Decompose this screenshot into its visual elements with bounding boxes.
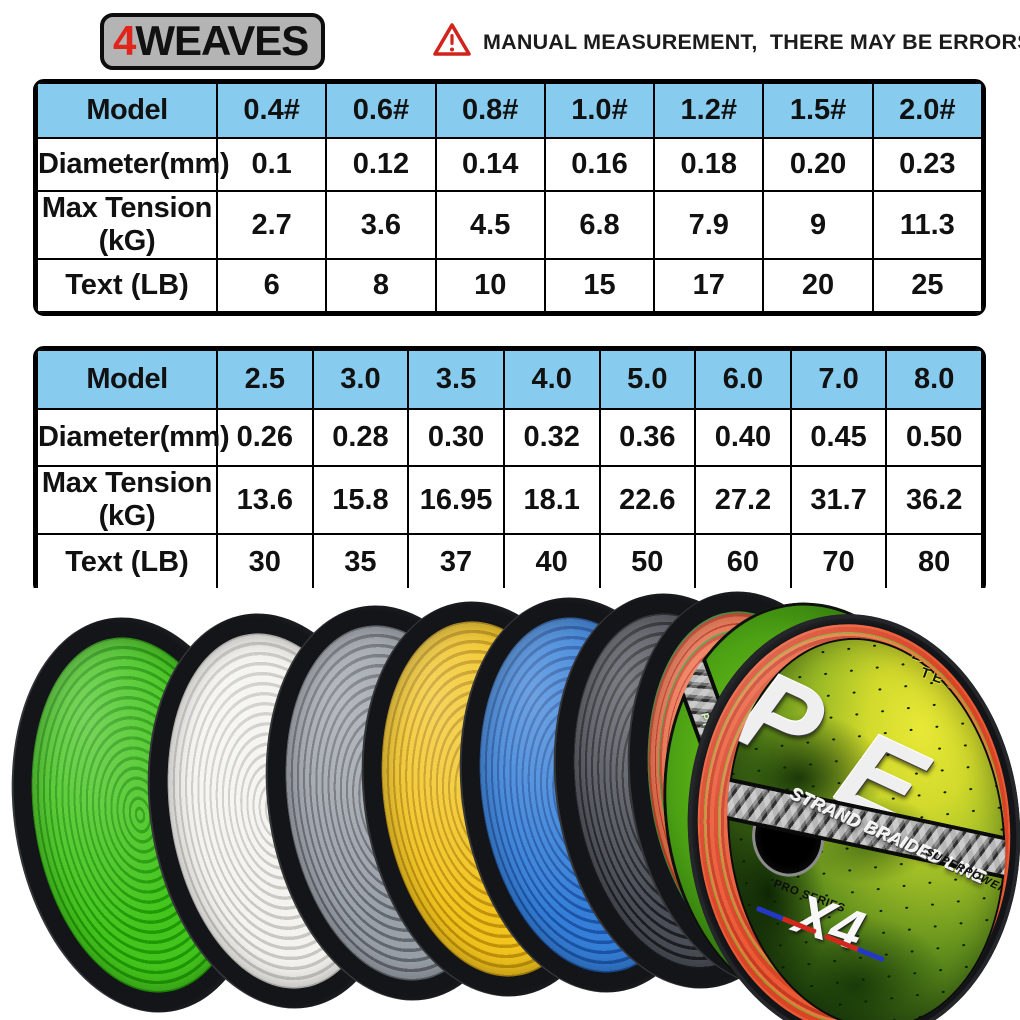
spec-value: 6.8 bbox=[543, 190, 656, 260]
spool-big: BAITER TEC P E STRAND BRAIDED LINE SUPER… bbox=[673, 602, 1020, 1020]
row-label: Text (LB) bbox=[36, 258, 218, 313]
spec-value: 4.5 bbox=[434, 190, 546, 260]
brand-name: WEAVES bbox=[135, 17, 309, 64]
spec-value: 60 bbox=[694, 533, 792, 592]
spec-value: 1.2# bbox=[653, 82, 765, 139]
table-row: Text (LB) 6 8 10 15 17 20 25 bbox=[36, 258, 983, 313]
spec-value: 17 bbox=[653, 258, 765, 313]
spec-value: 7.0 bbox=[789, 349, 888, 410]
spec-value: 0.32 bbox=[502, 408, 601, 467]
row-label: Diameter(mm) bbox=[36, 408, 230, 467]
spec-value: 0.6# bbox=[325, 82, 437, 139]
table-row: Max Tension (kG) 13.6 15.8 16.95 18.1 22… bbox=[36, 465, 983, 535]
spec-value: 1.5# bbox=[762, 82, 874, 139]
spec-value: 3.5 bbox=[407, 349, 505, 410]
product-photo: PRO SERIES BAITER TEC P E STRAND BRAI bbox=[0, 588, 1020, 1020]
row-label: Model bbox=[36, 349, 218, 410]
row-label: Max Tension (kG) bbox=[36, 465, 218, 535]
table-row: Model 2.5 3.0 3.5 4.0 5.0 6.0 7.0 8.0 bbox=[36, 349, 983, 410]
spec-value: 0.4# bbox=[215, 82, 328, 139]
spec-value: 40 bbox=[502, 533, 601, 592]
spec-value: 8.0 bbox=[885, 349, 983, 410]
spec-value: 5.0 bbox=[598, 349, 697, 410]
row-label: Text (LB) bbox=[36, 533, 218, 592]
spec-value: 0.45 bbox=[789, 408, 888, 467]
spec-value: 0.18 bbox=[653, 137, 765, 192]
spec-value: 6.0 bbox=[694, 349, 792, 410]
spec-value: 16.95 bbox=[407, 465, 505, 535]
spec-value: 0.12 bbox=[325, 137, 437, 192]
spec-value: 0.30 bbox=[407, 408, 505, 467]
spec-value: 22.6 bbox=[598, 465, 697, 535]
spec-value: 70 bbox=[789, 533, 888, 592]
row-label: Max Tension (kG) bbox=[36, 190, 218, 260]
warning-triangle-icon bbox=[432, 22, 472, 63]
table-row: Max Tension (kG) 2.7 3.6 4.5 6.8 7.9 9 1… bbox=[36, 190, 983, 260]
fish-icon bbox=[917, 644, 957, 677]
spec-value: 3.0 bbox=[311, 349, 410, 410]
table-row: Model 0.4# 0.6# 0.8# 1.0# 1.2# 1.5# 2.0# bbox=[36, 82, 983, 139]
brand-prefix: 4 bbox=[113, 17, 136, 64]
table-row: Diameter(mm) 0.26 0.28 0.30 0.32 0.36 0.… bbox=[36, 408, 983, 467]
warning-text: MANUAL MEASUREMENT, THERE MAY BE ERRORS bbox=[483, 30, 1020, 54]
spec-value: 6 bbox=[215, 258, 328, 313]
warning-note: MANUAL MEASUREMENT, THERE MAY BE ERRORS bbox=[432, 22, 1020, 63]
spec-value: 27.2 bbox=[694, 465, 792, 535]
spec-value: 36.2 bbox=[885, 465, 983, 535]
spool-face-label: BAITER TEC P E STRAND BRAIDED LINE SUPER… bbox=[705, 621, 1020, 1020]
spec-value: 18.1 bbox=[502, 465, 601, 535]
spec-value: 31.7 bbox=[789, 465, 888, 535]
spec-value: 0.26 bbox=[216, 408, 314, 467]
spec-value: 0.14 bbox=[434, 137, 546, 192]
spec-value: 0.1 bbox=[215, 137, 328, 192]
spec-value: 2.7 bbox=[215, 190, 328, 260]
spec-value: 0.16 bbox=[543, 137, 656, 192]
spec-value: 2.0# bbox=[871, 82, 983, 139]
spec-value: 9 bbox=[762, 190, 874, 260]
spec-value: 20 bbox=[762, 258, 874, 313]
spec-value: 0.50 bbox=[885, 408, 983, 467]
spec-value: 0.20 bbox=[762, 137, 874, 192]
row-label: Diameter(mm) bbox=[36, 137, 230, 192]
product-letter-p: P bbox=[721, 645, 842, 791]
spec-value: 13.6 bbox=[216, 465, 314, 535]
spec-value: 0.28 bbox=[311, 408, 410, 467]
spec-value: 4.0 bbox=[502, 349, 601, 410]
spec-value: 15.8 bbox=[311, 465, 410, 535]
spec-value: 15 bbox=[543, 258, 656, 313]
spec-value: 10 bbox=[434, 258, 546, 313]
spec-value: 37 bbox=[407, 533, 505, 592]
spec-value: 0.36 bbox=[598, 408, 697, 467]
spec-value: 25 bbox=[871, 258, 983, 313]
row-label: Model bbox=[36, 82, 218, 139]
spec-value: 0.40 bbox=[694, 408, 792, 467]
spec-table-large-sizes: Model 2.5 3.0 3.5 4.0 5.0 6.0 7.0 8.0 Di… bbox=[33, 346, 986, 595]
spec-value: 2.5 bbox=[216, 349, 314, 410]
spec-value: 0.8# bbox=[434, 82, 546, 139]
spec-value: 8 bbox=[325, 258, 437, 313]
spec-value: 11.3 bbox=[871, 190, 983, 260]
spec-value: 3.6 bbox=[325, 190, 437, 260]
spec-value: 1.0# bbox=[543, 82, 656, 139]
spec-table-small-sizes: Model 0.4# 0.6# 0.8# 1.0# 1.2# 1.5# 2.0#… bbox=[33, 79, 986, 316]
spec-value: 30 bbox=[216, 533, 314, 592]
brand-badge: 4WEAVES bbox=[100, 13, 326, 71]
spec-value: 7.9 bbox=[653, 190, 765, 260]
spec-value: 50 bbox=[598, 533, 697, 592]
spec-value: 80 bbox=[885, 533, 983, 592]
table-row: Diameter(mm) 0.1 0.12 0.14 0.16 0.18 0.2… bbox=[36, 137, 983, 192]
spec-value: 0.23 bbox=[871, 137, 983, 192]
table-row: Text (LB) 30 35 37 40 50 60 70 80 bbox=[36, 533, 983, 592]
spec-value: 35 bbox=[311, 533, 410, 592]
